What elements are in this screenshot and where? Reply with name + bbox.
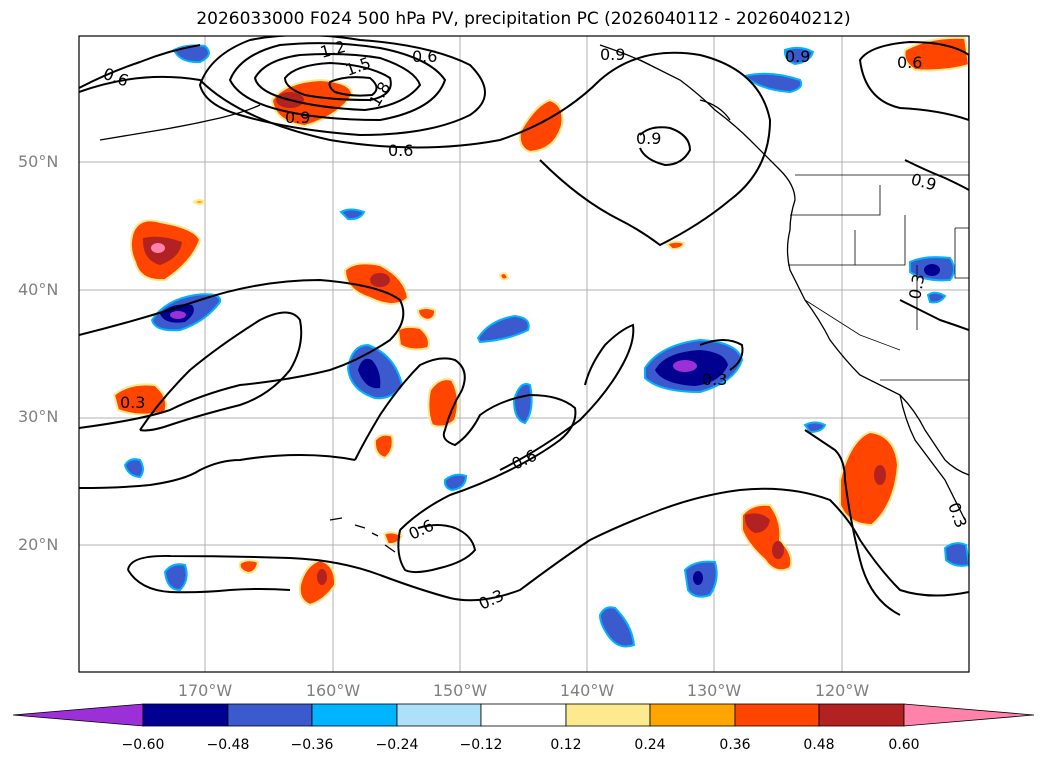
colorbar-tick-label: 0.60 <box>888 737 920 753</box>
precip-positive-cores <box>142 92 886 585</box>
lon-label-140w: 140°W <box>559 681 615 700</box>
colorbar-arrow-low <box>12 703 144 727</box>
contour-label: 1.2 <box>318 37 348 62</box>
precip-blobs <box>112 36 969 648</box>
contour-label: 0.6 <box>897 53 922 72</box>
colorbar-segment <box>565 703 651 727</box>
contour-label: 0.6 <box>101 64 131 91</box>
lat-label-40n: 40°N <box>18 280 59 299</box>
colorbar-segment <box>649 703 736 727</box>
state-borders <box>788 174 969 381</box>
colorbar-tick-label: −0.60 <box>121 737 165 753</box>
contour-label: 0.3 <box>476 586 507 614</box>
lat-label-50n: 50°N <box>18 152 59 171</box>
lon-label-160w: 160°W <box>305 681 361 700</box>
pv-contours <box>79 36 969 616</box>
colorbar-segment <box>311 703 398 727</box>
coastlines <box>99 44 969 553</box>
colorbar-segment <box>480 703 567 727</box>
colorbar-tick-label: 0.12 <box>550 737 582 753</box>
colorbar-tick-label: −0.24 <box>375 737 419 753</box>
lon-label-150w: 150°W <box>432 681 488 700</box>
colorbar-tick-label: −0.48 <box>206 737 250 753</box>
map-title: 2026033000 F024 500 hPa PV, precipitatio… <box>196 9 851 29</box>
precip-negative-cores <box>160 264 940 585</box>
contour-label: 0.3 <box>905 272 928 300</box>
colorbar-tick-label: −0.12 <box>459 737 503 753</box>
colorbar-tick-label: 0.24 <box>634 737 666 753</box>
colorbar <box>12 703 1035 727</box>
lon-label-130w: 130°W <box>686 681 742 700</box>
lat-label-20n: 20°N <box>18 535 59 554</box>
colorbar-segment <box>142 703 229 727</box>
contour-label: 0.9 <box>785 47 810 66</box>
colorbar-tick-label: −0.36 <box>290 737 334 753</box>
map-area: 0.6 1.2 1.5 1.8 0.6 0.9 0.6 0.9 0.9 0.6 … <box>79 36 971 672</box>
contour-label: 0.9 <box>285 108 310 127</box>
lon-label-120w: 120°W <box>814 681 870 700</box>
colorbar-segment <box>396 703 482 727</box>
colorbar-tick-label: 0.36 <box>719 737 751 753</box>
colorbar-segment <box>734 703 820 727</box>
contour-label: 0.3 <box>702 370 727 389</box>
lat-label-30n: 30°N <box>18 407 59 426</box>
map-frame <box>78 35 970 673</box>
contour-label: 0.6 <box>388 141 413 160</box>
contour-label: 0.3 <box>944 500 971 530</box>
colorbar-segment <box>227 703 313 727</box>
contour-label: 0.6 <box>412 47 437 66</box>
colorbar-tick-label: 0.48 <box>803 737 835 753</box>
contour-label: 0.3 <box>120 393 145 412</box>
colorbar-segment <box>818 703 905 727</box>
colorbar-arrow-high <box>903 703 1035 727</box>
lon-label-170w: 170°W <box>177 681 233 700</box>
contour-label: 0.9 <box>636 129 661 148</box>
contour-labels: 0.6 1.2 1.5 1.8 0.6 0.9 0.6 0.9 0.9 0.6 … <box>101 37 971 614</box>
contour-label: 0.9 <box>600 45 625 64</box>
